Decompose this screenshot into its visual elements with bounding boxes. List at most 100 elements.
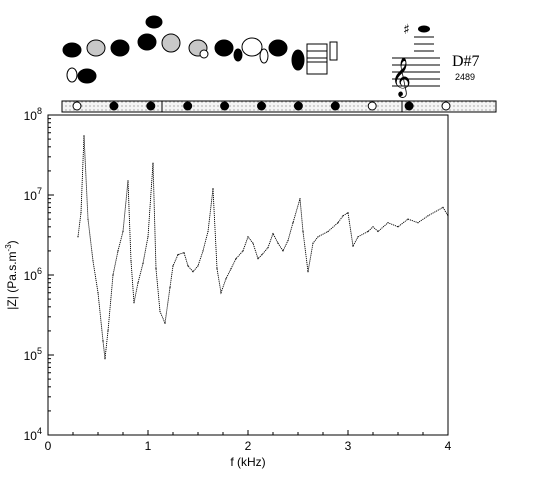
key-half-2: [161, 33, 181, 53]
data-point: [257, 258, 259, 260]
data-point: [367, 230, 369, 233]
key-closed-8: [291, 49, 305, 71]
data-point: [427, 215, 429, 217]
data-point: [107, 330, 109, 332]
key-side-bar: [61, 100, 497, 113]
data-point: [337, 222, 339, 224]
data-point: [83, 135, 85, 137]
y-tick-label: 105: [24, 346, 42, 363]
data-point: [202, 250, 204, 252]
key-bar-hole: [146, 101, 156, 111]
key-bar-hole: [367, 101, 377, 111]
key-closed-1: [62, 42, 82, 58]
sharp-icon: ♯: [403, 22, 410, 38]
key-bar-hole: [109, 101, 119, 111]
data-point: [97, 292, 99, 294]
data-point: [267, 247, 269, 249]
data-point: [127, 180, 129, 182]
data-point: [317, 236, 319, 238]
key-bar-hole: [330, 101, 340, 111]
data-point: [247, 236, 249, 238]
data-point: [387, 222, 389, 224]
y-axis-label-sup: -3: [4, 244, 13, 252]
data-point: [152, 162, 154, 164]
plot-frame: [47, 114, 449, 436]
data-point: [192, 271, 194, 273]
data-point: [347, 212, 349, 214]
key-closed-3: [137, 33, 157, 51]
note-frequency: 2489: [455, 72, 475, 82]
data-point: [133, 302, 135, 304]
data-point: [159, 310, 161, 313]
key-closed-4: [145, 15, 163, 29]
data-point: [397, 226, 399, 228]
data-point: [282, 250, 284, 252]
data-point: [130, 260, 132, 262]
data-point: [272, 232, 274, 235]
data-point: [87, 218, 89, 220]
y-axis-label-close: ): [5, 240, 19, 244]
data-point: [197, 265, 199, 267]
data-point: [372, 226, 374, 228]
thumb-key-side: [329, 41, 338, 61]
y-tick-label: 106: [24, 266, 42, 283]
data-point: [147, 236, 149, 238]
key-bar-hole: [220, 101, 230, 111]
x-axis-label: f (kHz): [230, 455, 265, 469]
data-point: [164, 322, 166, 324]
key-bar-hole: [72, 101, 82, 111]
data-point: [77, 236, 79, 238]
note-name: D#7: [452, 53, 480, 70]
data-point: [112, 274, 114, 276]
impedance-curve: [77, 135, 449, 359]
data-point: [92, 260, 94, 262]
key-bar-body: [61, 100, 497, 113]
data-point: [417, 222, 419, 224]
data-point: [307, 271, 309, 273]
key-bar-hole: [183, 101, 193, 111]
data-point: [292, 222, 294, 224]
key-ring-open-3: [66, 67, 78, 83]
data-point: [342, 215, 344, 217]
data-point: [287, 239, 289, 242]
data-point: [302, 230, 304, 233]
data-point: [117, 250, 119, 252]
key-closed-2: [110, 39, 130, 57]
key-bar-hole: [404, 101, 414, 111]
data-point: [447, 215, 449, 217]
x-tick-label: 3: [345, 439, 352, 453]
data-point: [261, 254, 263, 256]
data-point: [252, 242, 254, 244]
key-closed-6: [233, 48, 243, 62]
data-point: [172, 265, 174, 267]
fingering-chart: [62, 15, 338, 84]
key-bar-hole: [441, 101, 451, 111]
key-closed-5: [214, 39, 234, 57]
data-point: [155, 268, 157, 270]
y-tick-label: 107: [24, 186, 42, 203]
data-point: [207, 230, 209, 233]
treble-clef-icon: 𝄞: [391, 57, 411, 98]
music-staff: [392, 25, 440, 87]
data-point: [357, 236, 359, 238]
data-point: [142, 262, 144, 264]
data-point: [216, 268, 218, 270]
key-half-1: [86, 39, 106, 57]
key-ring-open-2: [259, 48, 269, 64]
data-point: [183, 252, 185, 254]
x-tick-label: 2: [245, 439, 252, 453]
y-tick-label: 108: [24, 106, 42, 123]
key-closed-7: [268, 39, 288, 57]
data-point: [442, 206, 444, 208]
y-tick-label: 104: [24, 426, 42, 443]
data-point: [352, 245, 354, 247]
data-point: [122, 230, 124, 233]
data-point: [137, 282, 139, 284]
data-point: [327, 230, 329, 233]
data-point: [169, 286, 171, 288]
data-point: [225, 278, 227, 280]
key-ring-open-1: [241, 37, 263, 57]
key-bar-hole: [257, 101, 266, 111]
data-point: [177, 254, 179, 256]
